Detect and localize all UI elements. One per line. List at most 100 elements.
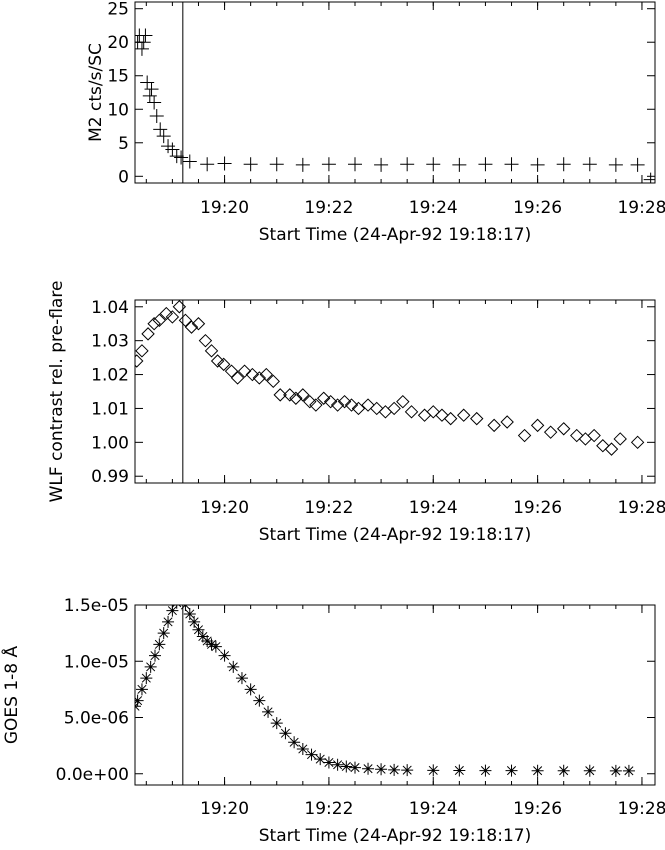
data-point: [314, 753, 327, 766]
x-tick-label: 19:20: [200, 799, 249, 819]
data-point: [166, 605, 179, 617]
data-point: [144, 82, 159, 97]
data-point: [178, 313, 193, 328]
data-point: [184, 320, 199, 334]
data-point: [348, 157, 362, 172]
data-point: [435, 408, 449, 422]
data-point: [209, 640, 222, 653]
y-tick-label: 1.01: [91, 399, 129, 419]
data-point: [570, 428, 584, 443]
data-point: [387, 401, 401, 416]
data-point: [135, 683, 148, 696]
data-point: [165, 142, 180, 157]
x-tick-label: 19:28: [617, 198, 665, 218]
data-point: [321, 157, 336, 172]
data-point: [504, 157, 519, 172]
data-point: [331, 758, 344, 771]
y-tick-label: 10: [107, 100, 129, 120]
data-point: [443, 411, 458, 426]
y-tick-label: 0.99: [91, 467, 129, 487]
y-axis-title: WLF contrast rel. pre-flare: [47, 281, 67, 503]
data-point: [227, 660, 240, 673]
data-point: [135, 694, 144, 707]
data-point: [161, 139, 176, 154]
data-point: [259, 367, 274, 382]
data-point: [169, 149, 184, 164]
data-point: [266, 374, 280, 389]
data-point: [330, 398, 345, 412]
data-point: [608, 157, 623, 172]
x-tick-label: 19:20: [200, 498, 249, 518]
data-point: [142, 88, 157, 103]
y-tick-label: 1.00: [91, 433, 129, 453]
data-point: [144, 660, 157, 673]
data-point: [135, 354, 144, 368]
data-point: [643, 172, 655, 183]
data-point: [531, 764, 544, 777]
data-point: [269, 157, 284, 172]
data-point: [230, 371, 245, 385]
y-tick-label: 0.0e+00: [56, 765, 129, 785]
y-tick-label: 5: [118, 134, 129, 154]
data-point: [138, 28, 153, 43]
data-point: [374, 157, 389, 172]
data-point: [196, 630, 209, 643]
data-point: [388, 763, 401, 776]
data-point: [165, 310, 180, 324]
data-point: [530, 418, 545, 433]
panel-3: 19:20 19:22 19:24 19:26 19:28 0.0e+00 5.0e-06 1…: [0, 596, 665, 846]
data-point: [289, 391, 303, 405]
data-point: [283, 388, 297, 402]
data-point: [530, 157, 545, 172]
data-point: [244, 683, 257, 696]
data-point: [456, 408, 471, 422]
data-point: [191, 317, 206, 331]
data-point: [305, 748, 318, 761]
data-point: [205, 638, 218, 651]
data-point: [153, 122, 168, 137]
x-tick-label: 19:22: [304, 799, 353, 819]
data-point: [296, 743, 309, 755]
data-point: [270, 717, 283, 730]
panel-1: 19:20 19:22 19:24 19:26 19:28 0 5 10 15 20 25 Start…: [86, 0, 665, 245]
x-tick-label: 19:20: [200, 198, 249, 218]
data-point: [141, 327, 155, 341]
x-tick-label: 19:28: [617, 799, 665, 819]
panel-2: 19:20 19:22 19:24 19:26 19:28 0.99 1.00 1.01 1.0…: [47, 281, 665, 545]
data-point: [596, 439, 610, 453]
x-tick-label: 19:22: [304, 498, 353, 518]
y-tick-label: 5.0e-06: [64, 709, 129, 729]
data-point: [582, 157, 597, 172]
data-point: [295, 157, 310, 172]
data-point: [200, 157, 215, 172]
data-point: [157, 627, 170, 640]
data-point: [500, 415, 514, 429]
data-point: [400, 157, 415, 172]
data-point: [613, 432, 627, 446]
data-point: [135, 344, 149, 358]
data-point: [556, 422, 571, 436]
data-point: [172, 300, 187, 314]
x-tick-label: 19:26: [513, 198, 562, 218]
data-point: [556, 157, 571, 172]
data-point: [172, 605, 182, 609]
data-point: [135, 41, 149, 56]
data-point: [252, 371, 267, 385]
x-tick-label: 19:28: [617, 498, 665, 518]
data-point: [375, 763, 388, 776]
y-tick-label: 0: [118, 167, 129, 187]
data-point: [217, 156, 232, 171]
y-axis-title: M2 cts/s/SC: [86, 43, 106, 142]
plot-frame: [134, 604, 656, 786]
x-tick-label: 19:24: [409, 198, 458, 218]
data-point: [288, 736, 301, 749]
y-axis-title: GOES 1-8 Å: [0, 645, 22, 744]
y-tick-label: 25: [107, 0, 129, 20]
data-point: [323, 394, 338, 409]
x-tick-label: 19:26: [513, 799, 562, 819]
data-point: [149, 108, 164, 123]
data-markers: [135, 605, 635, 777]
y-tick-label: 20: [107, 33, 129, 53]
data-point: [401, 764, 414, 777]
